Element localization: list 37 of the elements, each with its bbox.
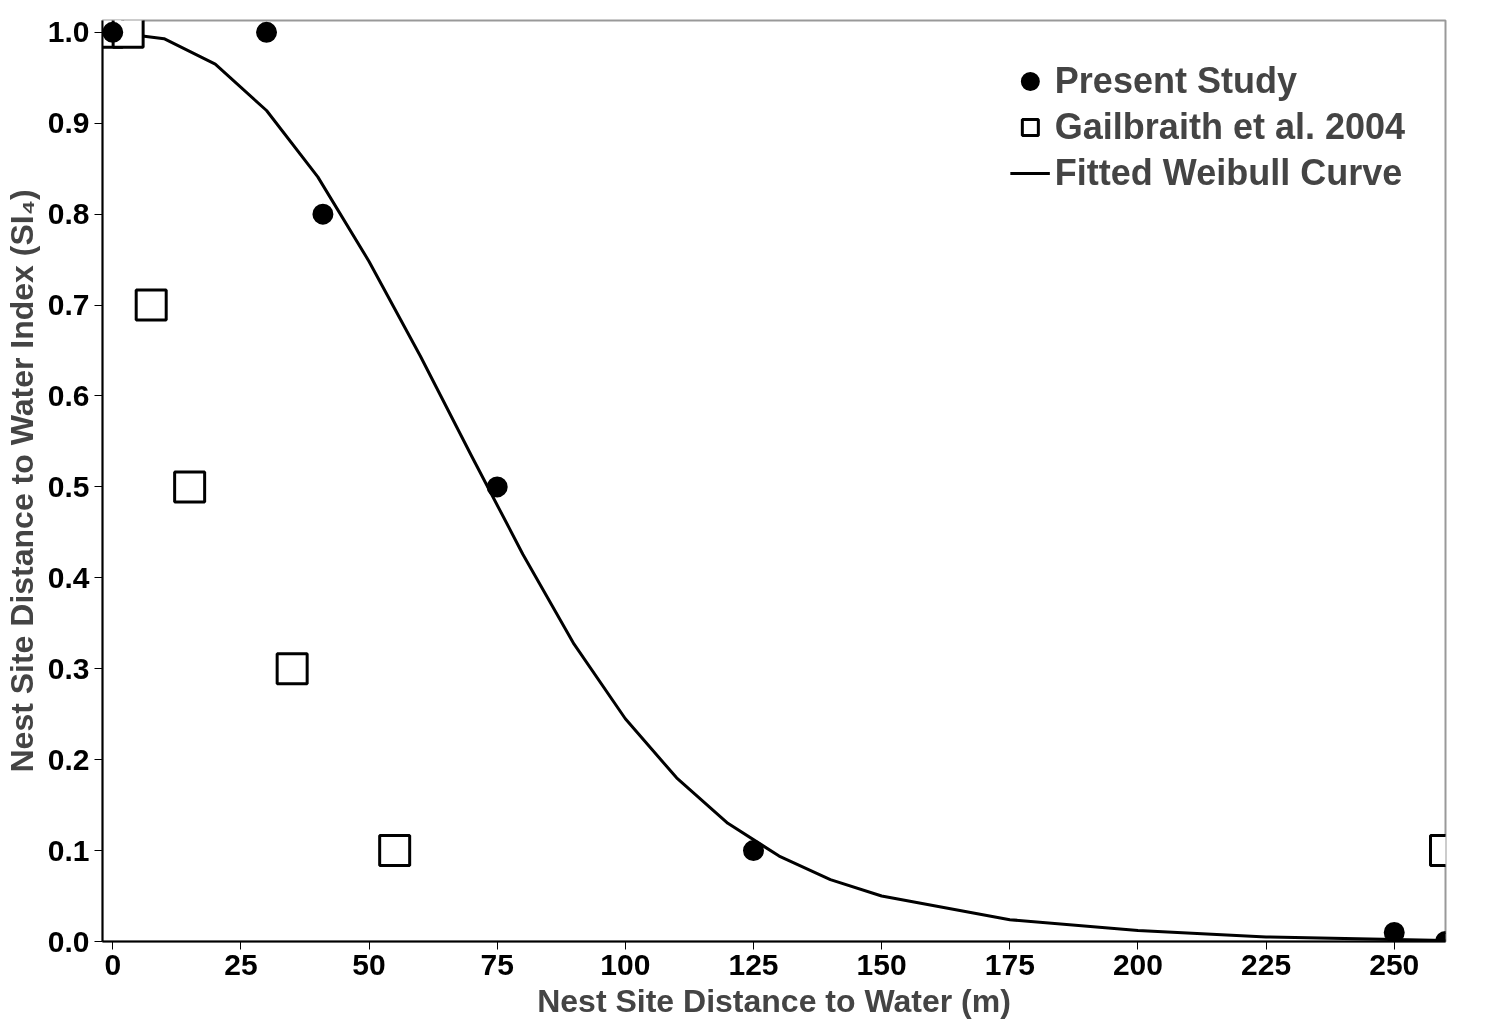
y-tick-label: 0.7 — [47, 288, 90, 322]
point — [378, 834, 412, 868]
y-tick-label: 0.3 — [47, 651, 90, 685]
y-tick-label: 0.0 — [47, 924, 90, 958]
x-tick-label: 150 — [856, 947, 907, 981]
x-tick-label: 200 — [1112, 947, 1163, 981]
legend-label: Fitted Weibull Curve — [1054, 152, 1403, 194]
y-tick-label: 0.8 — [47, 197, 90, 231]
y-tick-label: 0.9 — [47, 106, 90, 140]
y-axis-title: Nest Site Distance to Water Index (SI₄) — [3, 189, 40, 773]
x-tick-label: 125 — [728, 947, 779, 981]
y-tick-label: 0.2 — [47, 742, 90, 776]
x-tick-label: 25 — [224, 947, 258, 981]
point — [256, 21, 278, 43]
x-tick-label: 100 — [600, 947, 651, 981]
y-tick-label: 0.6 — [47, 378, 90, 412]
y-tick-label: 0.4 — [47, 560, 90, 594]
x-tick-label: 225 — [1241, 947, 1292, 981]
point — [1383, 921, 1405, 942]
legend-label: Present Study — [1054, 60, 1297, 102]
x-axis-title: Nest Site Distance to Water (m) — [537, 982, 1011, 1019]
x-tick-label: 250 — [1369, 947, 1420, 981]
point — [173, 470, 207, 504]
point — [134, 288, 168, 322]
point — [275, 652, 309, 686]
y-tick-label: 0.5 — [47, 469, 90, 503]
point — [312, 203, 334, 225]
point — [102, 21, 124, 43]
x-tick-label: 75 — [480, 947, 514, 981]
x-tick-label: 175 — [984, 947, 1035, 981]
point — [486, 476, 508, 498]
x-tick-label: 50 — [352, 947, 386, 981]
y-tick-label: 1.0 — [47, 15, 90, 49]
x-tick-label: 0 — [104, 947, 122, 981]
point — [743, 840, 764, 862]
legend-label: Gailbraith et al. 2004 — [1054, 106, 1405, 148]
y-tick-label: 0.1 — [47, 833, 90, 867]
